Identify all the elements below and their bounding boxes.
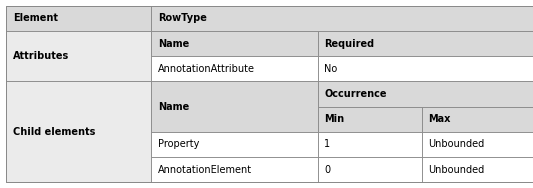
Bar: [151, 31, 318, 56]
Bar: [6, 31, 151, 81]
Bar: [6, 81, 151, 182]
Text: Name: Name: [158, 39, 189, 49]
Bar: [151, 6, 533, 31]
Bar: [6, 6, 151, 31]
Text: 0: 0: [324, 165, 330, 175]
Bar: [318, 107, 422, 132]
Bar: [318, 81, 533, 107]
Bar: [422, 132, 533, 157]
Text: 1: 1: [324, 139, 330, 149]
Bar: [151, 132, 318, 157]
Bar: [422, 107, 533, 132]
Text: No: No: [324, 64, 337, 74]
Text: Child elements: Child elements: [13, 127, 95, 137]
Text: Property: Property: [158, 139, 199, 149]
Text: Name: Name: [158, 102, 189, 112]
Text: AnnotationAttribute: AnnotationAttribute: [158, 64, 255, 74]
Text: Occurrence: Occurrence: [324, 89, 386, 99]
Text: Attributes: Attributes: [13, 51, 69, 61]
Bar: [318, 132, 422, 157]
Bar: [318, 56, 533, 81]
Bar: [151, 157, 318, 182]
Text: Unbounded: Unbounded: [429, 165, 485, 175]
Text: Unbounded: Unbounded: [429, 139, 485, 149]
Text: Min: Min: [324, 114, 344, 124]
Bar: [151, 56, 318, 81]
Bar: [318, 157, 422, 182]
Text: AnnotationElement: AnnotationElement: [158, 165, 252, 175]
Text: Element: Element: [13, 13, 58, 23]
Text: RowType: RowType: [158, 13, 207, 23]
Bar: [318, 31, 533, 56]
Bar: [422, 157, 533, 182]
Bar: [151, 81, 318, 132]
Text: Required: Required: [324, 39, 374, 49]
Text: Max: Max: [429, 114, 451, 124]
